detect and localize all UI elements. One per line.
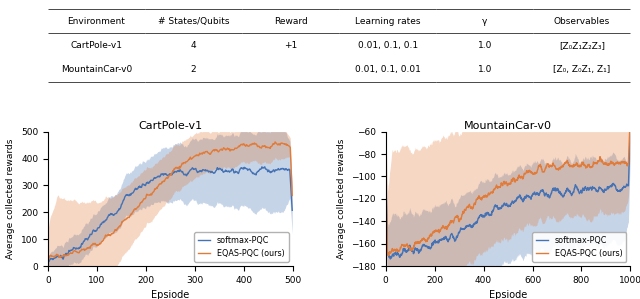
Line: softmax-PQC: softmax-PQC [48,167,292,262]
Line: EQAS-PQC (ours): EQAS-PQC (ours) [386,116,630,256]
softmax-PQC [481,215,489,219]
EQAS-PQC (ours) [271,140,279,144]
Y-axis label: Average collected rewards: Average collected rewards [337,139,346,259]
EQAS-PQC (ours) [244,144,252,148]
EQAS-PQC (ours) [382,164,390,167]
Legend: softmax-PQC, EQAS-PQC (ours): softmax-PQC, EQAS-PQC (ours) [532,232,627,262]
EQAS-PQC (ours) [283,144,291,147]
EQAS-PQC (ours) [481,195,489,199]
softmax-PQC [289,208,296,212]
EQAS-PQC (ours) [289,194,296,197]
Y-axis label: Average collected rewards: Average collected rewards [6,139,15,259]
X-axis label: Epsiode: Epsiode [151,290,189,299]
EQAS-PQC (ours) [627,115,634,118]
softmax-PQC [387,257,394,261]
softmax-PQC [627,129,634,133]
softmax-PQC [189,168,197,171]
softmax-PQC [550,187,557,191]
softmax-PQC [44,260,52,264]
EQAS-PQC (ours) [573,161,580,165]
EQAS-PQC (ours) [385,254,392,257]
X-axis label: Epsiode: Epsiode [489,290,527,299]
Title: MountainCar-v0: MountainCar-v0 [464,121,552,131]
softmax-PQC [490,208,497,212]
EQAS-PQC (ours) [44,260,52,263]
softmax-PQC [261,165,269,169]
softmax-PQC [162,173,170,176]
softmax-PQC [176,168,184,172]
EQAS-PQC (ours) [162,177,170,181]
Legend: softmax-PQC, EQAS-PQC (ours): softmax-PQC, EQAS-PQC (ours) [195,232,289,262]
EQAS-PQC (ours) [490,189,497,192]
EQAS-PQC (ours) [407,248,415,251]
EQAS-PQC (ours) [577,165,585,168]
Line: EQAS-PQC (ours): EQAS-PQC (ours) [48,142,292,261]
EQAS-PQC (ours) [176,166,184,170]
EQAS-PQC (ours) [160,180,168,183]
EQAS-PQC (ours) [550,163,557,167]
softmax-PQC [573,185,580,189]
softmax-PQC [244,168,252,171]
Line: softmax-PQC: softmax-PQC [386,131,630,259]
softmax-PQC [382,163,390,167]
softmax-PQC [407,248,415,251]
EQAS-PQC (ours) [189,155,197,159]
softmax-PQC [283,168,291,171]
Title: CartPole-v1: CartPole-v1 [138,121,202,131]
softmax-PQC [160,173,168,176]
softmax-PQC [577,188,585,192]
